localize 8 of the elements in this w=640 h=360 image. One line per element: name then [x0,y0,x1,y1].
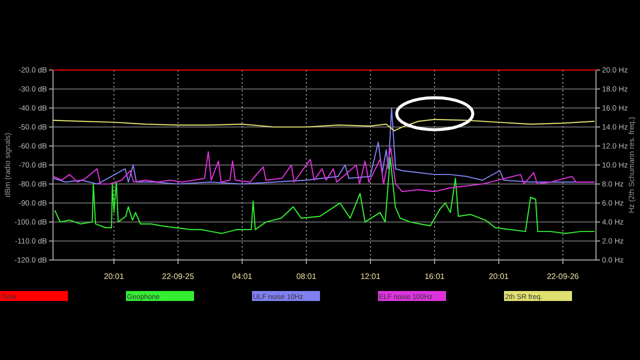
x-tick-label: 16:01 [424,272,446,281]
x-tick-label: 20:01 [488,272,510,281]
x-tick-label: 22-09-26 [546,272,580,281]
x-tick-label: 22-09-25 [162,272,195,281]
x-tick-label: 20:01 [104,272,124,281]
x-tick-label: 12:01 [360,272,382,281]
x-tick-label: 08:01 [296,272,317,281]
x-tick-label: 04:01 [232,272,253,281]
